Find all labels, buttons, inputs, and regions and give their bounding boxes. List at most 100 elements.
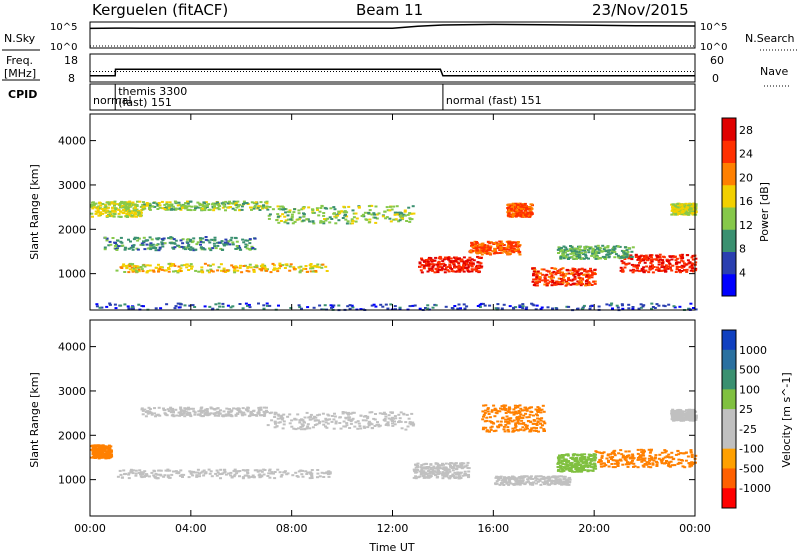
heatmap-cell: [384, 415, 388, 418]
heatmap-cell: [677, 208, 681, 211]
heatmap-cell: [569, 247, 573, 250]
heatmap-cell: [500, 307, 504, 310]
heatmap-cell: [688, 261, 692, 264]
heatmap-cell: [105, 215, 109, 217]
heatmap-cell: [219, 477, 222, 480]
heatmap-cell: [129, 470, 133, 473]
heatmap-cell: [622, 456, 626, 459]
nave-label: Nave: [760, 65, 788, 78]
heatmap-cell: [235, 240, 239, 243]
heatmap-cell: [119, 206, 122, 209]
heatmap-cell: [179, 239, 183, 242]
heatmap-cell: [308, 220, 312, 223]
heatmap-cell: [215, 414, 219, 417]
heatmap-cell: [262, 307, 266, 310]
heatmap-cell: [557, 247, 561, 250]
heatmap-cell: [506, 246, 510, 249]
heatmap-cell: [658, 253, 662, 256]
heatmap-cell: [457, 473, 461, 476]
heatmap-cell: [91, 201, 95, 204]
heatmap-cell: [283, 215, 287, 218]
heatmap-cell: [558, 464, 562, 467]
heatmap-cell: [201, 205, 205, 208]
heatmap-cell: [348, 427, 352, 429]
heatmap-cell: [111, 209, 115, 212]
heatmap-cell: [659, 269, 663, 272]
heatmap-cell: [613, 251, 617, 253]
heatmap-cell: [568, 470, 572, 472]
heatmap-cell: [536, 420, 540, 423]
heatmap-cell: [573, 250, 576, 253]
heatmap-cell: [311, 220, 315, 223]
heatmap-cell: [492, 404, 496, 407]
heatmap-cell: [408, 220, 412, 223]
heatmap-cell: [188, 264, 192, 267]
heatmap-cell: [216, 471, 220, 474]
heatmap-cell: [238, 267, 242, 269]
colorbar-swatch: [722, 162, 736, 186]
heatmap-cell: [280, 474, 284, 476]
heatmap-cell: [668, 465, 672, 468]
heatmap-cell: [204, 201, 208, 204]
heatmap-cell: [557, 246, 561, 249]
heatmap-cell: [153, 476, 157, 479]
heatmap-cell: [154, 307, 158, 310]
heatmap-cell: [535, 477, 539, 480]
heatmap-cell: [655, 258, 659, 261]
heatmap-cell: [249, 206, 253, 209]
heatmap-cell: [436, 466, 439, 469]
heatmap-cell: [289, 307, 293, 309]
heatmap-cell: [427, 476, 431, 479]
heatmap-cell: [510, 207, 513, 210]
heatmap-cell: [573, 277, 577, 280]
heatmap-cell: [646, 259, 649, 262]
heatmap-cell: [565, 280, 568, 283]
heatmap-cell: [112, 215, 116, 218]
heatmap-cell: [204, 411, 208, 414]
heatmap-cell: [189, 238, 192, 241]
heatmap-cell: [259, 414, 262, 417]
heatmap-cell: [480, 253, 484, 256]
heatmap-cell: [394, 218, 398, 221]
heatmap-cell: [393, 420, 396, 423]
heatmap-cell: [475, 242, 479, 245]
heatmap-cell: [636, 269, 640, 272]
heatmap-cell: [429, 475, 433, 478]
heatmap-cell: [147, 475, 151, 478]
heatmap-cell: [188, 304, 192, 307]
heatmap-cell: [118, 202, 122, 205]
heatmap-cell: [474, 244, 477, 247]
heatmap-cell: [419, 269, 423, 272]
heatmap-cell: [475, 248, 479, 251]
heatmap-cell: [255, 469, 259, 472]
heatmap-cell: [643, 450, 646, 453]
heatmap-cell: [452, 475, 455, 477]
heatmap-cell: [441, 260, 445, 263]
heatmap-cell: [122, 469, 126, 472]
heatmap-cell: [270, 411, 273, 414]
heatmap-cell: [213, 408, 217, 410]
heatmap-cell: [127, 238, 130, 241]
heatmap-cell: [679, 208, 683, 211]
heatmap-cell: [245, 474, 249, 477]
heatmap-cell: [213, 203, 217, 206]
heatmap-cell: [141, 206, 145, 209]
heatmap-cell: [244, 243, 248, 246]
heatmap-cell: [404, 421, 408, 424]
heatmap-cell: [599, 247, 603, 250]
heatmap-cell: [180, 473, 184, 476]
heatmap-cell: [414, 477, 418, 480]
heatmap-cell: [245, 202, 249, 205]
heatmap-cell: [345, 215, 349, 218]
heatmap-cell: [450, 467, 454, 470]
heatmap-cell: [134, 469, 138, 472]
heatmap-cell: [173, 264, 177, 267]
heatmap-cell: [557, 468, 561, 471]
heatmap-cell: [119, 236, 123, 239]
heatmap-cell: [312, 306, 316, 309]
heatmap-cell: [231, 305, 235, 308]
heatmap-cell: [502, 244, 506, 246]
heatmap-cell: [246, 469, 250, 472]
heatmap-cell: [451, 469, 455, 472]
heatmap-cell: [499, 475, 503, 478]
